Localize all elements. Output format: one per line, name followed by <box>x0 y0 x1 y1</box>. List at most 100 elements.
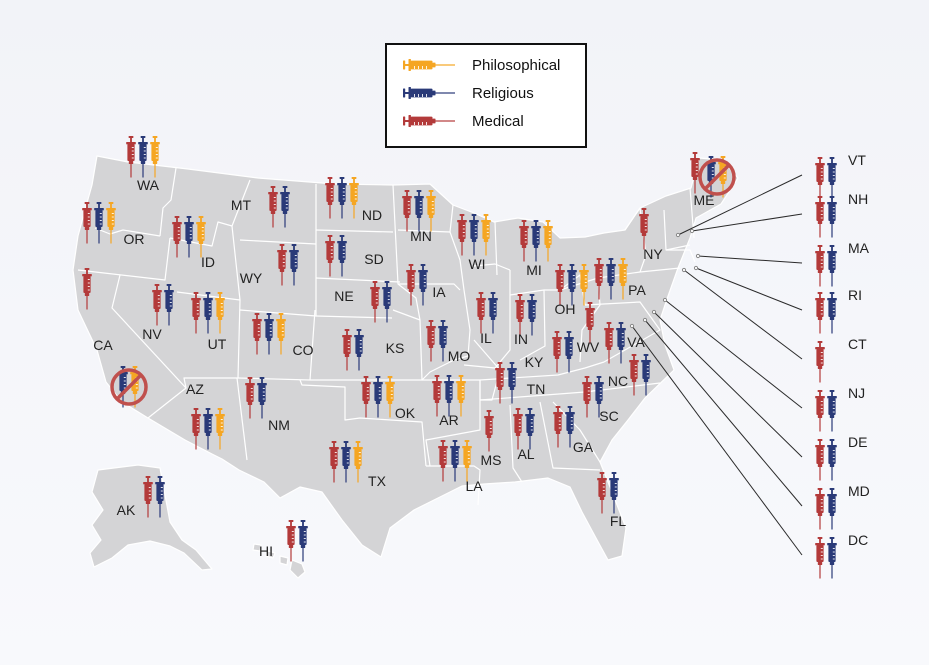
hawaii <box>252 543 306 579</box>
state-label: SC <box>599 408 618 424</box>
callout-ma: MA <box>815 240 870 287</box>
state-az: AZ <box>186 381 225 450</box>
state-label: UT <box>208 336 227 352</box>
religious-syringe-icon <box>827 390 837 432</box>
callout-line <box>697 255 803 264</box>
state-tx: TX <box>329 441 387 489</box>
religious-syringe-icon <box>827 439 837 481</box>
callout-anchor <box>651 309 657 315</box>
banned-ca-exemptions <box>110 366 148 408</box>
callout-label: VT <box>848 152 866 168</box>
callout-anchor <box>675 232 681 238</box>
state-label: OK <box>395 405 416 421</box>
callout-anchor <box>693 265 699 271</box>
medical-syringe-icon <box>286 520 296 562</box>
callout-anchor <box>629 323 635 329</box>
state-label: AK <box>117 502 136 518</box>
state-label: NE <box>334 288 353 304</box>
state-label: AZ <box>186 381 204 397</box>
state-label: OR <box>124 231 145 247</box>
state-label: HI <box>259 543 273 559</box>
state-mt: MT <box>231 186 290 228</box>
banned-icon-layer <box>110 156 736 408</box>
state-or: OR <box>82 202 145 247</box>
state-label: FL <box>610 513 627 529</box>
callout-anchor <box>695 253 701 259</box>
callout-label: RI <box>848 287 862 303</box>
medical-syringe-icon <box>815 488 825 530</box>
legend: Philosophical Religious Medical <box>385 43 587 148</box>
state-label: CA <box>93 337 113 353</box>
state-mn: MN <box>402 190 436 244</box>
callout-label: CT <box>848 336 867 352</box>
prohibited-slash <box>703 163 731 191</box>
state-label: VA <box>627 334 645 350</box>
state-label: NY <box>643 246 663 262</box>
callout-anchor <box>662 297 668 303</box>
state-fl: FL <box>597 472 626 529</box>
religious-syringe-icon <box>827 537 837 579</box>
state-label: WV <box>577 339 600 355</box>
state-label: CO <box>293 342 314 358</box>
state-label: IL <box>480 330 492 346</box>
state-label: WA <box>137 177 160 193</box>
religious-syringe-icon <box>827 292 837 334</box>
medical-syringe-icon <box>815 245 825 287</box>
state-mi: MI <box>519 220 553 278</box>
banned-me-exemptions <box>698 156 736 198</box>
state-me: ME <box>690 152 715 208</box>
state-wi: WI <box>457 214 491 272</box>
state-label: LA <box>465 478 483 494</box>
state-id: ID <box>172 216 215 270</box>
callout-label: NH <box>848 191 868 207</box>
state-ny: NY <box>639 208 663 262</box>
medical-syringe-icon <box>815 439 825 481</box>
medical-syringe-icon <box>815 196 825 238</box>
medical-syringe-icon <box>815 292 825 334</box>
medical-syringe-icon <box>815 537 825 579</box>
callout-label: DC <box>848 532 868 548</box>
state-label: AL <box>517 446 534 462</box>
legend-label: Medical <box>472 113 524 130</box>
state-ak: AK <box>117 476 165 518</box>
state-al: AL <box>513 408 535 462</box>
state-label: NC <box>608 373 628 389</box>
state-label: ME <box>694 192 715 208</box>
callout-label: MD <box>848 483 870 499</box>
callout-label: MA <box>848 240 870 256</box>
callout-label: NJ <box>848 385 865 401</box>
callout-label: DE <box>848 434 867 450</box>
medical-syringe-icon <box>815 341 825 383</box>
state-label: KS <box>386 340 405 356</box>
alaska <box>89 464 213 571</box>
callout-line <box>644 319 803 507</box>
land <box>72 155 739 579</box>
legend-label: Philosophical <box>472 57 560 74</box>
callout-line <box>683 269 803 360</box>
state-in: IN <box>514 294 537 347</box>
state-nd: ND <box>325 177 382 223</box>
medical-syringe-icon <box>815 390 825 432</box>
state-la: LA <box>438 440 483 494</box>
callout-lines <box>629 174 803 556</box>
state-wy: WY <box>240 244 299 286</box>
state-hi: HI <box>259 520 308 562</box>
state-label: SD <box>364 251 383 267</box>
state-label: ID <box>201 254 215 270</box>
state-nm: NM <box>245 377 290 433</box>
state-nc: NC <box>604 322 628 389</box>
state-label: TX <box>368 473 387 489</box>
state-wv: WV <box>577 302 600 355</box>
state-label: WI <box>468 256 485 272</box>
state-label: WY <box>240 270 263 286</box>
callout-line <box>677 174 803 236</box>
religious-syringe-icon <box>827 245 837 287</box>
state-label: GA <box>573 439 594 455</box>
state-label: ND <box>362 207 382 223</box>
religious-syringe-icon <box>298 520 308 562</box>
callout-anchor <box>642 317 648 323</box>
state-pa: PA <box>594 258 646 300</box>
state-ia: IA <box>406 264 446 306</box>
callout-ct: CT <box>815 336 867 383</box>
